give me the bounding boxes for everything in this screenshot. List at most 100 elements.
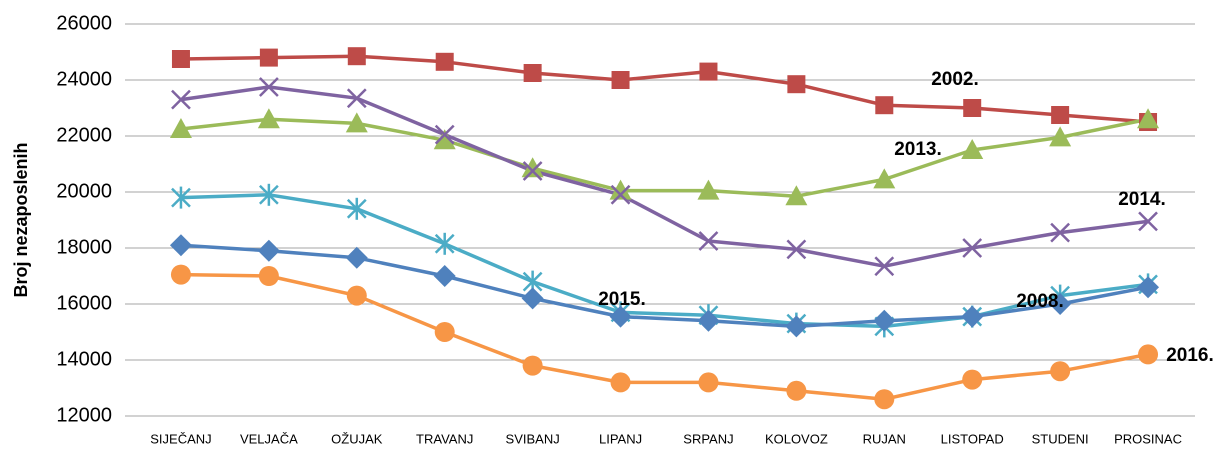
marker [699,62,718,81]
marker-shape [698,231,719,251]
marker [259,48,278,67]
marker [433,129,456,150]
marker [609,179,632,200]
marker [522,161,543,181]
x-tick-label: LIPANJ [599,431,642,446]
marker-shape [346,88,367,109]
x-tick-label: SIJEČANJ [150,431,211,446]
marker [873,309,896,332]
marker-shape [433,265,456,287]
marker-shape [962,369,983,390]
marker [611,71,630,89]
marker-shape [785,315,808,338]
marker [521,287,544,310]
marker [1049,126,1072,147]
x-tick-label: PROSINAC [1114,431,1182,446]
marker [1138,344,1159,365]
marker [1137,108,1160,129]
marker-shape [961,305,984,328]
marker [698,372,719,393]
marker-shape [697,179,720,200]
marker-shape [345,246,368,269]
marker-shape [522,355,543,376]
marker-shape [873,309,896,332]
marker [522,355,543,376]
marker [785,315,808,338]
marker-shape [961,139,984,159]
series-label: 2015. [598,289,646,310]
marker [697,179,720,200]
marker-shape [523,64,542,82]
marker-shape [170,264,191,285]
series-label: 2008. [1016,291,1064,312]
marker-shape [610,184,631,205]
marker-shape [171,50,190,68]
marker [257,239,280,262]
marker [258,77,279,97]
marker-shape [347,47,366,66]
marker-shape [699,62,718,81]
marker [345,112,368,133]
marker [874,389,895,410]
marker [1137,276,1160,299]
x-tick-label: RUJAN [863,431,906,446]
marker-shape [434,322,455,342]
y-tick-label: 16000 [56,292,112,314]
marker [171,50,190,68]
marker [786,380,807,401]
marker [1049,293,1072,315]
y-tick-label: 12000 [56,404,112,426]
marker-shape [435,52,454,71]
series-label: 2016. [1166,345,1214,366]
marker [170,264,191,285]
marker [785,185,808,206]
marker-shape [873,168,896,189]
marker [786,239,807,260]
marker [521,157,544,178]
marker-shape [1050,361,1071,382]
y-tick-label: 20000 [56,180,112,202]
marker [434,124,455,145]
marker [257,108,280,129]
marker-shape [257,239,280,262]
y-tick-label: 24000 [56,68,112,90]
series-line [180,272,1149,401]
x-tick-label: VELJAČA [240,431,298,446]
marker [609,305,632,328]
y-axis-title: Broj nezaposlenih [11,142,31,297]
series-label: 2002. [931,69,979,90]
marker-shape [522,161,543,181]
marker-shape [259,48,278,67]
marker-shape [787,75,806,94]
marker-shape [1137,108,1160,129]
marker [610,184,631,205]
marker [345,246,368,269]
y-tick-label: 26000 [56,12,112,34]
marker [169,118,192,138]
marker [435,52,454,71]
marker-shape [521,287,544,310]
x-tick-label: LISTOPAD [941,431,1004,446]
marker-shape [874,389,895,410]
marker-shape [257,108,280,129]
marker [962,369,983,390]
marker [1051,106,1070,124]
marker-shape [169,234,192,257]
y-tick-label: 22000 [56,124,112,146]
marker-shape [962,238,983,258]
marker [434,232,455,255]
marker-shape [786,239,807,260]
marker-shape [346,285,367,306]
marker-shape [698,372,719,393]
marker-shape [1051,106,1070,124]
x-tick-label: OŽUJAK [331,431,383,446]
marker-shape [875,96,894,115]
x-tick-label: TRAVANJ [416,431,473,446]
marker-shape [874,256,895,277]
marker [1050,222,1071,243]
marker [873,168,896,189]
marker-shape [258,77,279,97]
marker-shape [1049,126,1072,147]
marker-shape [609,305,632,328]
